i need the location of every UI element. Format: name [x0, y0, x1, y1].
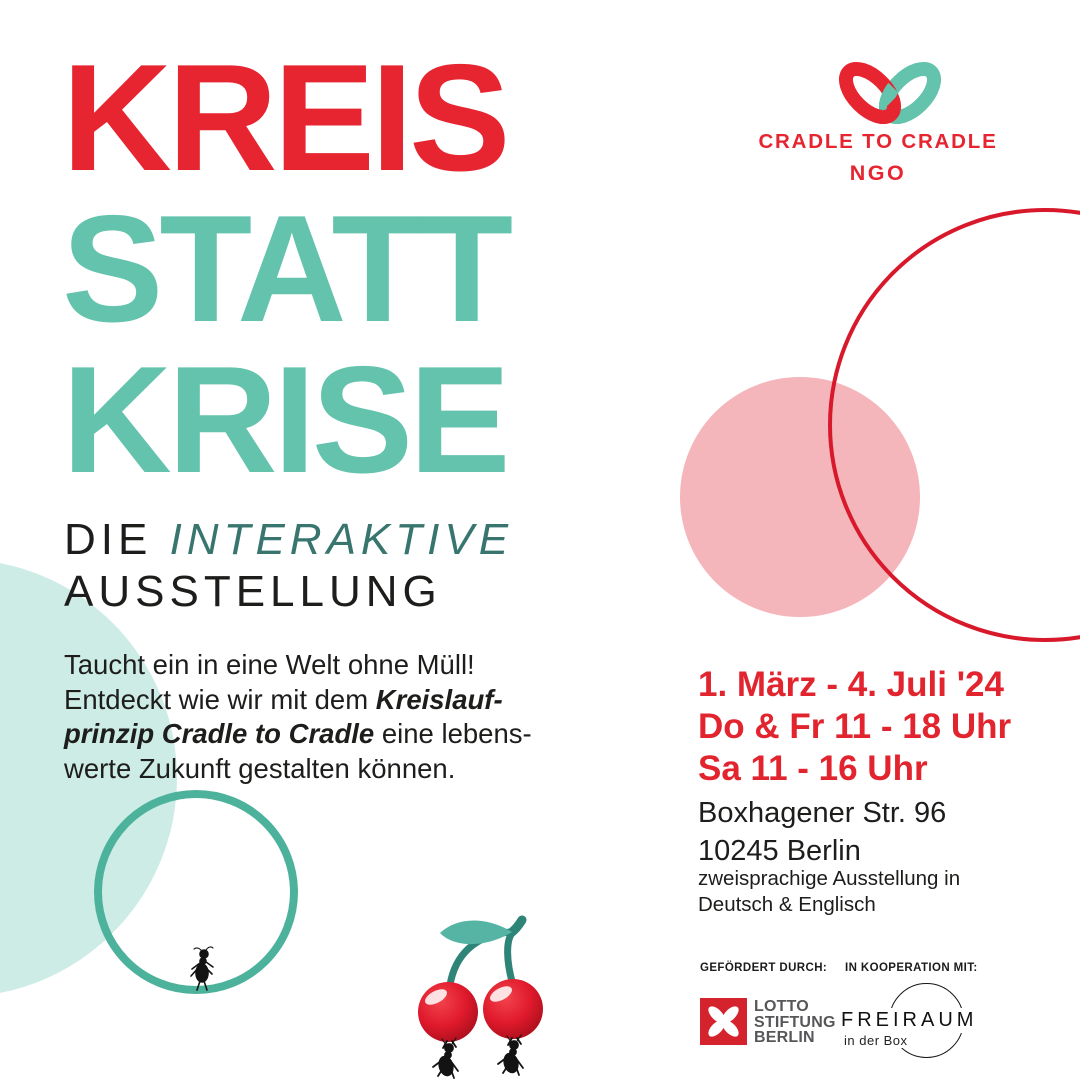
cradle-to-cradle-ngo: NGO [849, 161, 907, 185]
teal-ring-decor [94, 790, 298, 994]
cooperation-label: IN KOOPERATION MIT: [845, 962, 978, 974]
cradle-to-cradle-logo-icon [838, 61, 942, 125]
subtitle-interaktive: INTERAKTIVE [169, 515, 514, 564]
address-city: 10245 Berlin [698, 835, 861, 867]
headline-line-3: KRISE [62, 335, 511, 505]
language-note-line-1: zweisprachige Ausstellung in [698, 867, 961, 890]
lotto-wordmark: LOTTO STIFTUNG BERLIN [754, 999, 836, 1046]
event-dates: 1. März - 4. Juli '24 Do & Fr 11 - 18 Uh… [698, 664, 1011, 790]
address-street: Boxhagener Str. 96 [698, 797, 947, 829]
cherries-and-ants-illustration [418, 915, 543, 1079]
language-note: zweisprachige Ausstellung in Deutsch & E… [698, 866, 960, 918]
ant-on-ring-illustration [190, 946, 214, 991]
lotto-pinwheel-icon [700, 998, 747, 1045]
event-address: Boxhagener Str. 96 10245 Berlin [698, 794, 946, 870]
event-hours-sat: Sa 11 - 16 Uhr [698, 749, 928, 788]
cradle-to-cradle-wordmark: CRADLE TO CRADLE NGO [700, 130, 1056, 185]
headline-line-1: KREIS [62, 33, 511, 203]
subtitle-line-2: AUSSTELLUNG [64, 567, 442, 616]
headline: KREIS STATT KRISE [62, 33, 513, 505]
lotto-line-3: BERLIN [754, 1029, 815, 1046]
freiraum-wordmark: FREIRAUM [838, 1008, 981, 1033]
intro-paragraph: Taucht ein in eine Welt ohne Müll! Entdec… [64, 649, 532, 784]
event-date-range: 1. März - 4. Juli '24 [698, 665, 1004, 704]
language-note-line-2: Deutsch & Englisch [698, 893, 876, 916]
subtitle-die: DIE [64, 515, 170, 564]
subtitle-line-1: DIE INTERAKTIVE [64, 514, 513, 566]
freiraum-subline: in der Box [842, 1033, 910, 1048]
event-hours-thu-fri: Do & Fr 11 - 18 Uhr [698, 707, 1012, 746]
lotto-line-2: STIFTUNG [754, 1013, 836, 1031]
subtitle: DIE INTERAKTIVE AUSSTELLUNG [64, 514, 513, 618]
headline-line-2: STATT [62, 184, 513, 354]
lotto-line-1: LOTTO [754, 998, 809, 1015]
lotto-stiftung-berlin-logo: LOTTO STIFTUNG BERLIN [700, 998, 836, 1046]
cradle-to-cradle-name: CRADLE TO CRADLE [758, 130, 998, 153]
funded-by-label: GEFÖRDERT DURCH: [700, 962, 828, 974]
